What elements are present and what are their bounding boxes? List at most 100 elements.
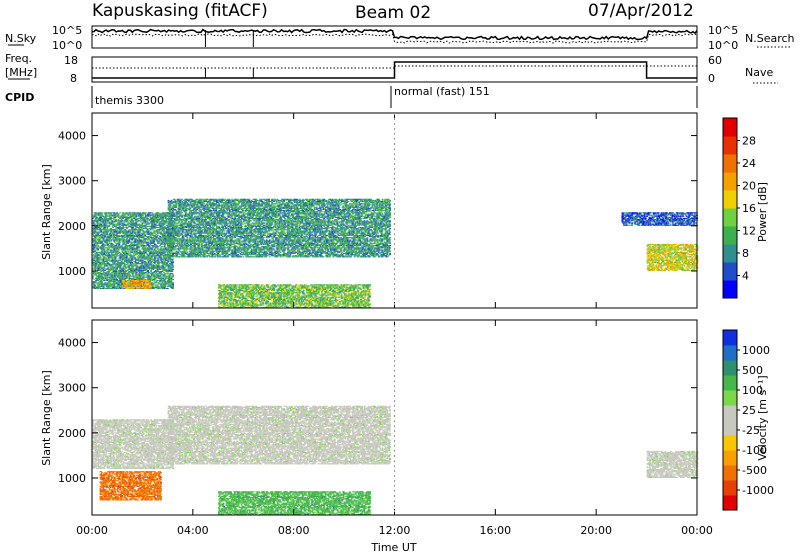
power-cell	[147, 220, 149, 221]
power-cell	[156, 236, 158, 237]
power-cell	[121, 227, 123, 228]
power-cell	[113, 225, 115, 226]
power-cell	[115, 278, 117, 279]
power-cell	[154, 248, 156, 249]
freq-tick-top: 18	[64, 54, 78, 67]
power-cell	[122, 260, 124, 261]
power-cell	[131, 219, 133, 220]
power-cell	[119, 252, 121, 253]
power-cell	[146, 285, 148, 286]
power-cell	[149, 220, 151, 221]
power-cell	[109, 225, 111, 226]
cpid-label: CPID	[5, 91, 34, 104]
power-cell	[118, 237, 120, 238]
power-cell	[114, 248, 116, 249]
power-cell	[127, 233, 129, 234]
power-cell	[115, 281, 117, 282]
power-cell	[121, 286, 123, 287]
power-cell	[95, 238, 97, 239]
power-cell	[169, 243, 171, 244]
power-cell	[149, 213, 151, 214]
power-cell	[139, 274, 141, 275]
power-cell	[171, 209, 173, 210]
power-cell	[128, 254, 130, 255]
nave-tick-top: 60	[708, 54, 722, 67]
power-cell	[138, 247, 140, 248]
power-cell	[172, 274, 174, 275]
power-cell	[115, 253, 117, 254]
power-cell	[124, 216, 126, 217]
power-cell	[152, 280, 154, 281]
power-cell	[129, 230, 131, 231]
power-cell	[171, 273, 173, 274]
power-cell	[156, 213, 158, 214]
power-cell	[139, 287, 141, 288]
power-cell	[155, 276, 157, 277]
power-cell	[155, 257, 157, 258]
power-cell	[115, 245, 117, 246]
power-cell	[150, 283, 152, 284]
power-cell	[140, 226, 142, 227]
power-cell	[134, 233, 136, 234]
power-cell	[116, 254, 118, 255]
power-cell	[171, 271, 173, 272]
power-cell	[126, 238, 128, 239]
power-cell	[150, 271, 152, 272]
power-cell	[97, 217, 99, 218]
power-cell	[98, 277, 100, 278]
power-cell	[147, 244, 149, 245]
power-cell	[162, 265, 164, 266]
power-cell	[143, 233, 145, 234]
power-cell	[132, 287, 134, 288]
power-cell	[133, 224, 135, 225]
power-cell	[98, 218, 100, 219]
power-cell	[115, 256, 117, 257]
power-cell	[119, 242, 121, 243]
power-cell	[163, 223, 165, 224]
power-cell	[172, 288, 174, 289]
power-cell	[172, 259, 174, 260]
power-cell	[154, 219, 156, 220]
power-cell	[106, 278, 108, 279]
power-cell	[107, 232, 109, 233]
power-cell	[113, 255, 115, 256]
power-cell	[152, 229, 154, 230]
power-cell	[121, 228, 123, 229]
power-cell	[104, 244, 106, 245]
power-cell	[135, 286, 137, 287]
power-cell	[123, 227, 125, 228]
power-cell	[134, 230, 136, 231]
power-cell	[172, 277, 174, 278]
power-cell	[150, 278, 152, 279]
power-cell	[144, 220, 146, 221]
power-cell	[164, 246, 166, 247]
power-cell	[128, 277, 130, 278]
power-cell	[123, 236, 125, 237]
power-cell	[153, 269, 155, 270]
power-cell	[137, 256, 139, 257]
freq-label: Freq.	[5, 52, 32, 65]
power-cell	[96, 212, 98, 213]
power-cell	[98, 285, 100, 286]
power-cell	[172, 261, 174, 262]
power-cell	[147, 219, 149, 220]
power-cell	[153, 281, 155, 282]
power-cell	[142, 260, 144, 261]
power-cell	[139, 288, 141, 289]
power-cell	[155, 224, 157, 225]
power-cell	[125, 215, 127, 216]
power-cell	[105, 217, 107, 218]
power-cell	[147, 232, 149, 233]
power-cell	[119, 235, 121, 236]
power-cell	[127, 250, 129, 251]
power-cell	[171, 250, 173, 251]
power-cell	[139, 232, 141, 233]
power-cell	[125, 268, 127, 269]
power-cell	[128, 239, 130, 240]
power-cell	[145, 232, 147, 233]
power-cell	[159, 262, 161, 263]
power-cell	[136, 272, 138, 273]
power-cell	[143, 282, 145, 283]
power-cell	[165, 252, 167, 253]
power-cell	[142, 244, 144, 245]
